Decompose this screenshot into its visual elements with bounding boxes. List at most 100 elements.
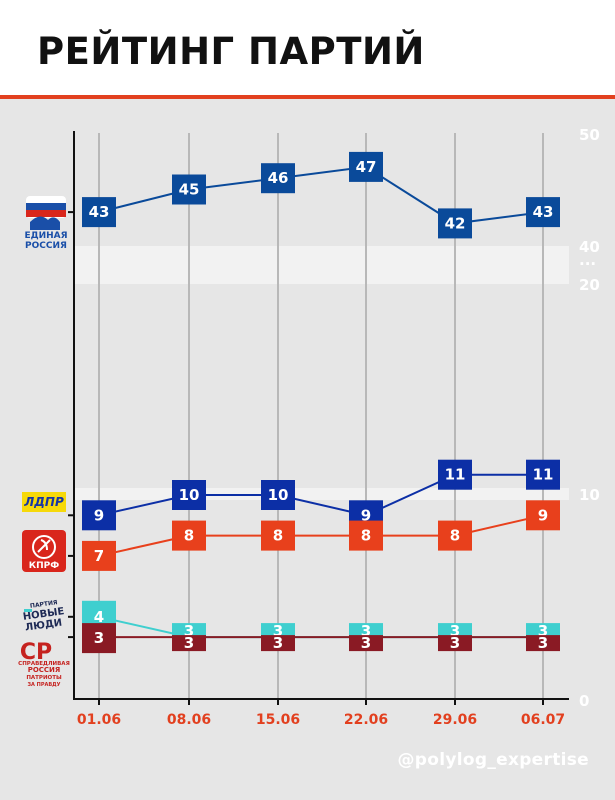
data-label-kprf-4: 8 (438, 520, 472, 551)
data-label-kprf-1: 8 (172, 520, 206, 551)
data-label-ldpr-5: 11 (526, 459, 560, 490)
page-title: РЕЙТИНГ ПАРТИЙ (37, 30, 425, 73)
data-label-box (172, 480, 206, 510)
logo-ldpr: ЛДПР (22, 492, 66, 512)
data-label-text: 3 (450, 622, 460, 640)
series-lines (98, 165, 544, 639)
data-label-text: 11 (445, 466, 466, 484)
data-label-box (349, 520, 383, 551)
data-label-box (172, 635, 206, 652)
data-label-er-2: 46 (261, 163, 295, 194)
data-label-text: 43 (533, 203, 554, 221)
data-label-ldpr-4: 11 (438, 459, 472, 490)
data-label-er-4: 42 (438, 208, 472, 239)
logo-text-sr-0: СР (20, 640, 52, 665)
data-label-box (172, 174, 206, 205)
hammer-sickle-icon-stroke (37, 539, 51, 553)
data-label-text: 7 (94, 547, 104, 565)
logo-flag-stripe (26, 203, 66, 210)
data-label-text: 47 (356, 158, 377, 176)
y-tick-label-4: 10 (579, 486, 600, 504)
data-label-box (526, 635, 560, 652)
data-label-box (526, 459, 560, 490)
data-label-box (438, 520, 472, 551)
data-label-text: 3 (273, 634, 283, 652)
y-tick-label-3: 20 (579, 276, 600, 294)
data-label-text: 3 (538, 622, 548, 640)
data-label-box (526, 197, 560, 228)
data-label-box (526, 500, 560, 531)
data-label-text: 3 (94, 629, 104, 647)
watermark: @polylog_expertise (397, 750, 589, 770)
logo-text-kprf: КПРФ (29, 561, 59, 571)
header: РЕЙТИНГ ПАРТИЙ (0, 0, 615, 97)
data-label-text: 3 (361, 634, 371, 652)
data-label-text: 3 (450, 634, 460, 652)
x-tick-label-4: 29.06 (433, 712, 477, 728)
logo-text-nl-0: ПАРТИЯ (30, 599, 59, 610)
series-line-kprf (98, 514, 544, 557)
series-line-er (98, 165, 544, 225)
y-tick-label-2: ... (579, 251, 596, 269)
data-label-text: 9 (538, 506, 548, 524)
data-label-text: 46 (268, 169, 289, 187)
data-label-kprf-0: 7 (82, 540, 116, 571)
x-tick-label-5: 06.07 (521, 712, 565, 728)
data-label-text: 43 (89, 203, 110, 221)
x-tick-label-1: 08.06 (167, 712, 211, 728)
nl-accent (24, 609, 32, 612)
logo-text-sr-1: СПРАВЕДЛИВАЯ (18, 661, 70, 667)
data-label-sr-1: 3 (172, 634, 206, 652)
data-label-text: 4 (94, 608, 104, 626)
data-label-box (349, 151, 383, 182)
data-label-box (82, 623, 116, 654)
data-label-box (438, 208, 472, 239)
kprf-badge (22, 530, 66, 572)
data-label-kprf-3: 8 (349, 520, 383, 551)
ldpr-badge (22, 492, 66, 512)
data-label-text: 42 (445, 214, 466, 232)
x-tick-label-3: 22.06 (344, 712, 388, 728)
data-label-ldpr-1: 10 (172, 480, 206, 510)
data-label-text: 3 (184, 622, 194, 640)
data-label-sr-4: 3 (438, 634, 472, 652)
data-label-text: 8 (184, 527, 194, 545)
x-tick-label-2: 15.06 (256, 712, 300, 728)
data-label-sr-0: 3 (82, 623, 116, 654)
data-label-text: 9 (94, 506, 104, 524)
x-tick-label-0: 01.06 (77, 712, 121, 728)
data-label-text: 10 (179, 486, 200, 504)
header-rule (0, 95, 615, 99)
data-label-sr-5: 3 (526, 634, 560, 652)
data-label-text: 3 (273, 622, 283, 640)
series-line-nl (98, 615, 543, 639)
logo-flag-stripe-red (26, 210, 66, 217)
data-label-text: 8 (361, 527, 371, 545)
axis-break-band (74, 246, 569, 284)
x-tick-labels: 01.06 08.06 15.06 22.06 29.06 06.07 (77, 712, 565, 728)
data-label-er-3: 47 (349, 151, 383, 182)
data-label-text: 8 (273, 527, 283, 545)
axes (68, 131, 569, 705)
party-logos: ЕДИНАЯРОССИЯЛДПРКПРФПАРТИЯНОВЫЕЛЮДИСРСПР… (18, 196, 70, 688)
data-label-text: 8 (450, 527, 460, 545)
data-label-box (82, 500, 116, 531)
data-label-sr-2: 3 (261, 634, 295, 652)
y-tick-label-0: 50 (579, 126, 600, 144)
logo-text-sr-4: ЗА ПРАВДУ (27, 682, 60, 688)
logo-text-nl-2: ЛЮДИ (24, 617, 62, 633)
logo-text-ldpr: ЛДПР (23, 495, 64, 509)
data-label-box (261, 480, 295, 510)
data-label-ldpr-2: 10 (261, 480, 295, 510)
grid-lines (98, 133, 544, 698)
data-label-text: 3 (184, 634, 194, 652)
data-label-kprf-5: 9 (526, 500, 560, 531)
data-label-ldpr-0: 9 (82, 500, 116, 531)
data-label-box (438, 459, 472, 490)
data-label-text: 3 (538, 634, 548, 652)
y-tick-labels: 50 40... 20 10 0 (579, 126, 600, 710)
logo-kprf: КПРФ (22, 530, 66, 572)
logo-text-er-1: РОССИЯ (25, 241, 67, 251)
